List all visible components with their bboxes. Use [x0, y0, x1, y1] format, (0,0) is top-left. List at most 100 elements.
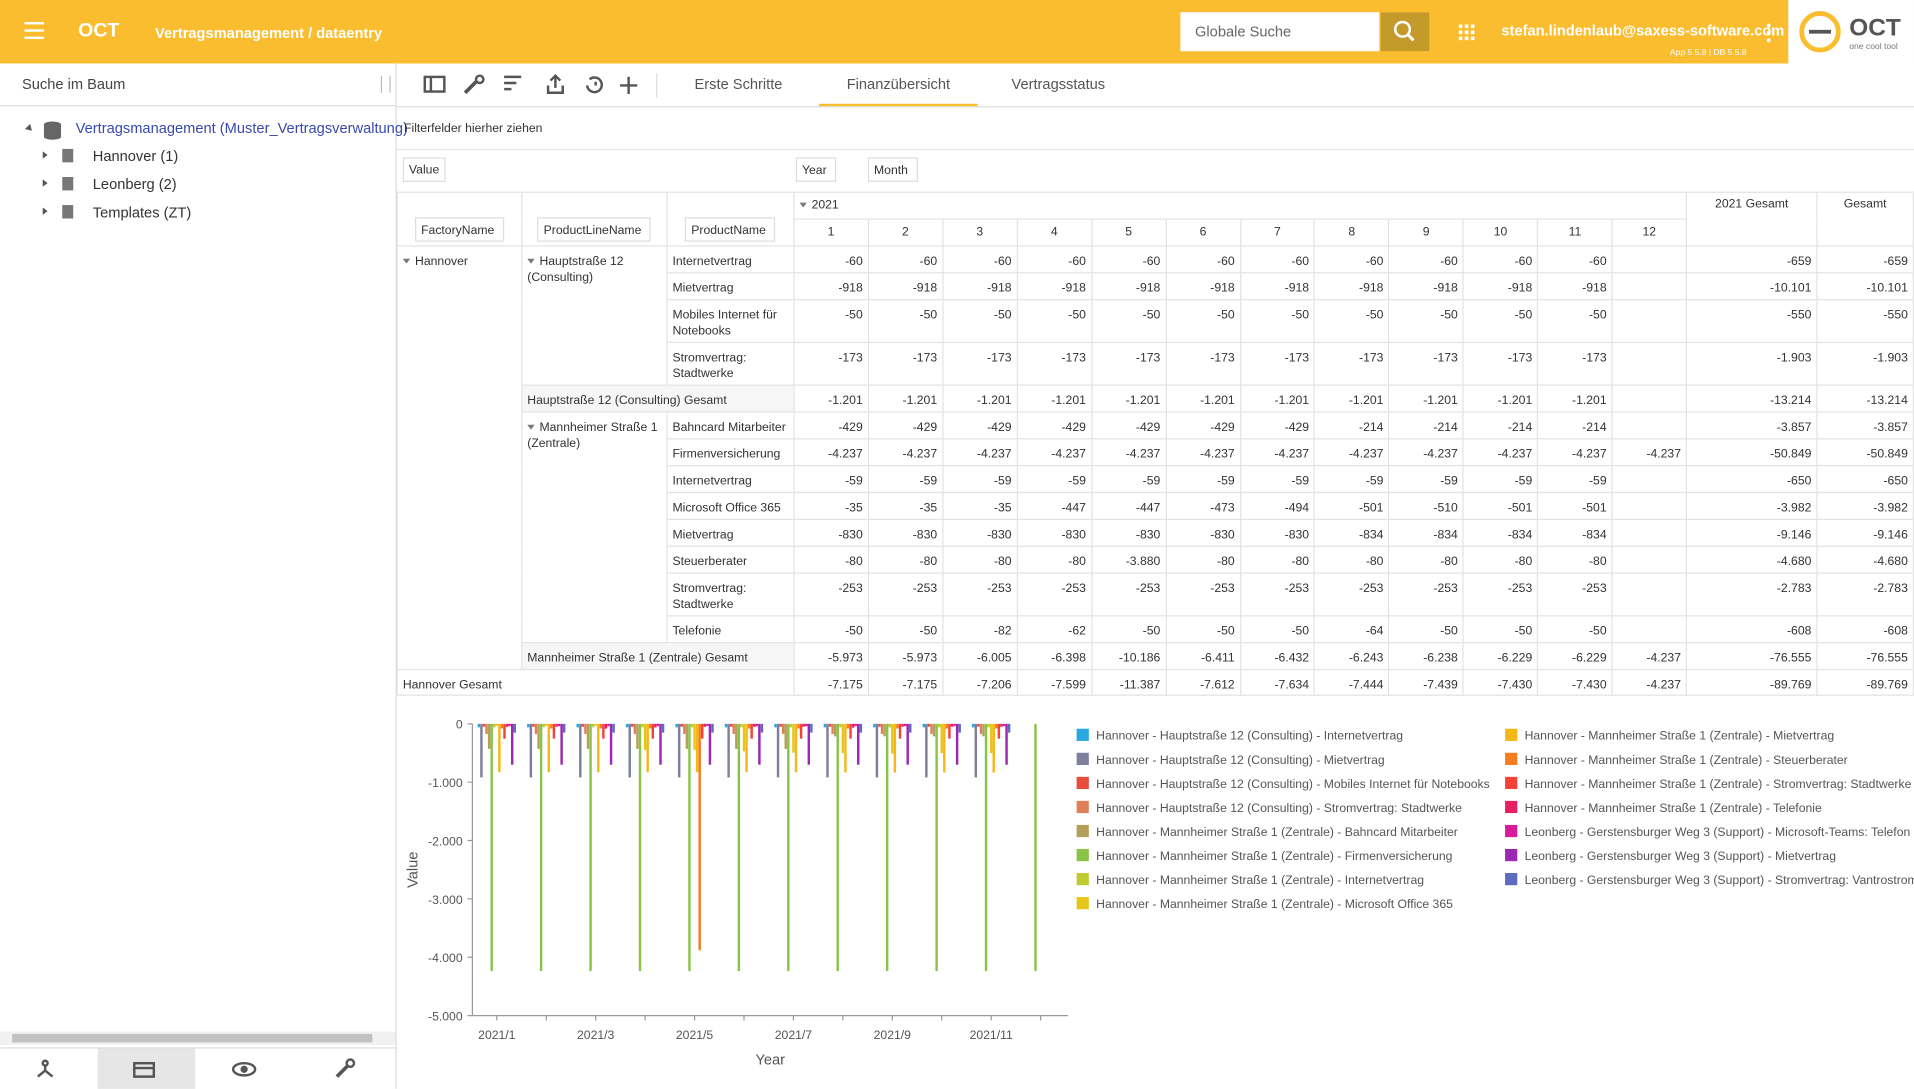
legend-label[interactable]: Hannover - Mannheimer Straße 1 (Zentrale…	[1096, 825, 1458, 839]
row-field-cell: ProductName	[667, 192, 794, 246]
value-cell: -50	[1091, 300, 1165, 343]
value-cell: -80	[1017, 546, 1091, 573]
bar	[577, 724, 579, 728]
scrollbar[interactable]	[0, 1031, 395, 1044]
row-field[interactable]: ProductLineName	[538, 217, 652, 241]
toolbar-icons[interactable]	[421, 73, 665, 97]
bar	[750, 724, 752, 739]
bar	[706, 724, 708, 726]
value-cell: -834	[1538, 519, 1612, 546]
expander[interactable]	[527, 425, 534, 430]
logo-mark	[1798, 10, 1842, 54]
value-cell: -5.973	[794, 643, 868, 670]
row-field[interactable]: FactoryName	[415, 217, 504, 241]
product-cell: Mietvertrag	[667, 273, 794, 300]
bar	[777, 724, 779, 778]
value-cell: -1.903	[1817, 342, 1913, 385]
value-cell: -4.237	[1538, 439, 1612, 466]
expander[interactable]	[527, 259, 534, 264]
value-cell: -50	[1538, 616, 1612, 643]
legend-swatch	[1505, 729, 1517, 741]
line-cell: Hauptstraße 12 (Consulting)	[522, 246, 667, 385]
bar	[730, 724, 732, 727]
field-name: Year	[802, 164, 827, 177]
legend-label[interactable]: Leonberg - Gerstensburger Weg 3 (Support…	[1525, 873, 1914, 887]
bar	[977, 724, 979, 727]
tab-active[interactable]: Finanzübersicht	[819, 63, 978, 106]
value-cell: -1.201	[943, 385, 1017, 412]
value-cell: -59	[1315, 466, 1389, 493]
value-cell: -253	[1017, 573, 1091, 616]
user-name[interactable]: stefan.lindenlaub@saxess-software.com	[1501, 22, 1784, 39]
search-button[interactable]	[1381, 12, 1430, 51]
value-cell: -214	[1538, 412, 1612, 439]
nav-icons[interactable]	[0, 1049, 395, 1089]
value-cell: -59	[943, 466, 1017, 493]
legend-label[interactable]: Hannover - Mannheimer Straße 1 (Zentrale…	[1525, 801, 1822, 815]
legend-label[interactable]: Hannover - Hauptstraße 12 (Consulting) -…	[1096, 753, 1385, 767]
legend-label[interactable]: Hannover - Mannheimer Straße 1 (Zentrale…	[1096, 873, 1424, 887]
bar	[691, 724, 693, 727]
subtotal-row: Mannheimer Straße 1 (Zentrale) Gesamt-5.…	[397, 643, 1913, 670]
bar	[711, 724, 713, 733]
tree-node[interactable]: Templates (ZT)	[93, 204, 191, 221]
tab[interactable]: Vertragsstatus	[985, 63, 1131, 106]
bar	[925, 724, 927, 778]
value-cell: -1.201	[1091, 385, 1165, 412]
value-cell: -80	[1166, 546, 1240, 573]
legend-label[interactable]: Hannover - Mannheimer Straße 1 (Zentrale…	[1525, 729, 1835, 743]
value-cell: -918	[1240, 273, 1314, 300]
bar	[972, 724, 974, 728]
legend-label[interactable]: Leonberg - Gerstensburger Weg 3 (Support…	[1525, 849, 1836, 863]
value-cell: -13.214	[1817, 385, 1913, 412]
bar	[725, 724, 727, 728]
value-cell: -6.229	[1463, 643, 1537, 670]
tab[interactable]: Erste Schritte	[665, 63, 811, 106]
bar	[662, 724, 664, 733]
value-cell: -1.201	[1538, 385, 1612, 412]
value-cell: -50	[1240, 616, 1314, 643]
tree-root[interactable]: Vertragsmanagement (Muster_Vertragsverwa…	[76, 120, 408, 137]
apps-icon[interactable]	[1459, 24, 1475, 40]
value-cell: -830	[943, 519, 1017, 546]
legend-label[interactable]: Leonberg - Gerstensburger Weg 3 (Support…	[1525, 825, 1911, 839]
bar	[532, 724, 534, 727]
bar	[579, 724, 581, 778]
legend-label[interactable]: Hannover - Hauptstraße 12 (Consulting) -…	[1096, 729, 1403, 743]
bar	[659, 724, 661, 765]
value-cell: -4.237	[1612, 439, 1686, 466]
legend-label[interactable]: Hannover - Mannheimer Straße 1 (Zentrale…	[1096, 897, 1453, 911]
bar	[641, 724, 643, 727]
tree-node[interactable]: Leonberg (2)	[93, 176, 177, 193]
x-tick-label: 2021/3	[577, 1028, 614, 1042]
column-field[interactable]: Year	[796, 157, 837, 181]
row-field[interactable]: ProductName	[685, 217, 776, 241]
bar	[563, 724, 565, 733]
value-cell: -10.101	[1686, 273, 1816, 300]
column-field[interactable]: Month	[868, 157, 918, 181]
value-cell: -6.238	[1389, 643, 1463, 670]
more-icon[interactable]	[1765, 23, 1772, 43]
product-cell: Steuerberater	[667, 546, 794, 573]
bar	[826, 724, 828, 778]
legend-label[interactable]: Hannover - Mannheimer Straße 1 (Zentrale…	[1096, 849, 1452, 863]
value-cell: -80	[943, 546, 1017, 573]
expander[interactable]	[403, 259, 410, 264]
search-input[interactable]: Globale Suche	[1180, 12, 1379, 51]
data-row: Mannheimer Straße 1 (Zentrale)Bahncard M…	[397, 412, 1913, 439]
value-cell: -50	[868, 300, 942, 343]
bar	[558, 724, 560, 726]
menu-icon[interactable]	[24, 22, 44, 39]
legend-label[interactable]: Hannover - Mannheimer Straße 1 (Zentrale…	[1525, 753, 1848, 767]
legend-label[interactable]: Hannover - Hauptstraße 12 (Consulting) -…	[1096, 801, 1462, 815]
tree-node[interactable]: Hannover (1)	[93, 148, 178, 165]
value-cell: -60	[1091, 246, 1165, 273]
expander[interactable]	[799, 203, 806, 208]
value-cell: -7.439	[1389, 670, 1463, 696]
data-field[interactable]: Value	[403, 157, 446, 181]
legend-label[interactable]: Hannover - Hauptstraße 12 (Consulting) -…	[1096, 777, 1490, 791]
bar	[941, 724, 943, 753]
splitter[interactable]	[381, 76, 391, 93]
bar	[857, 724, 859, 765]
legend-label[interactable]: Hannover - Mannheimer Straße 1 (Zentrale…	[1525, 777, 1912, 791]
